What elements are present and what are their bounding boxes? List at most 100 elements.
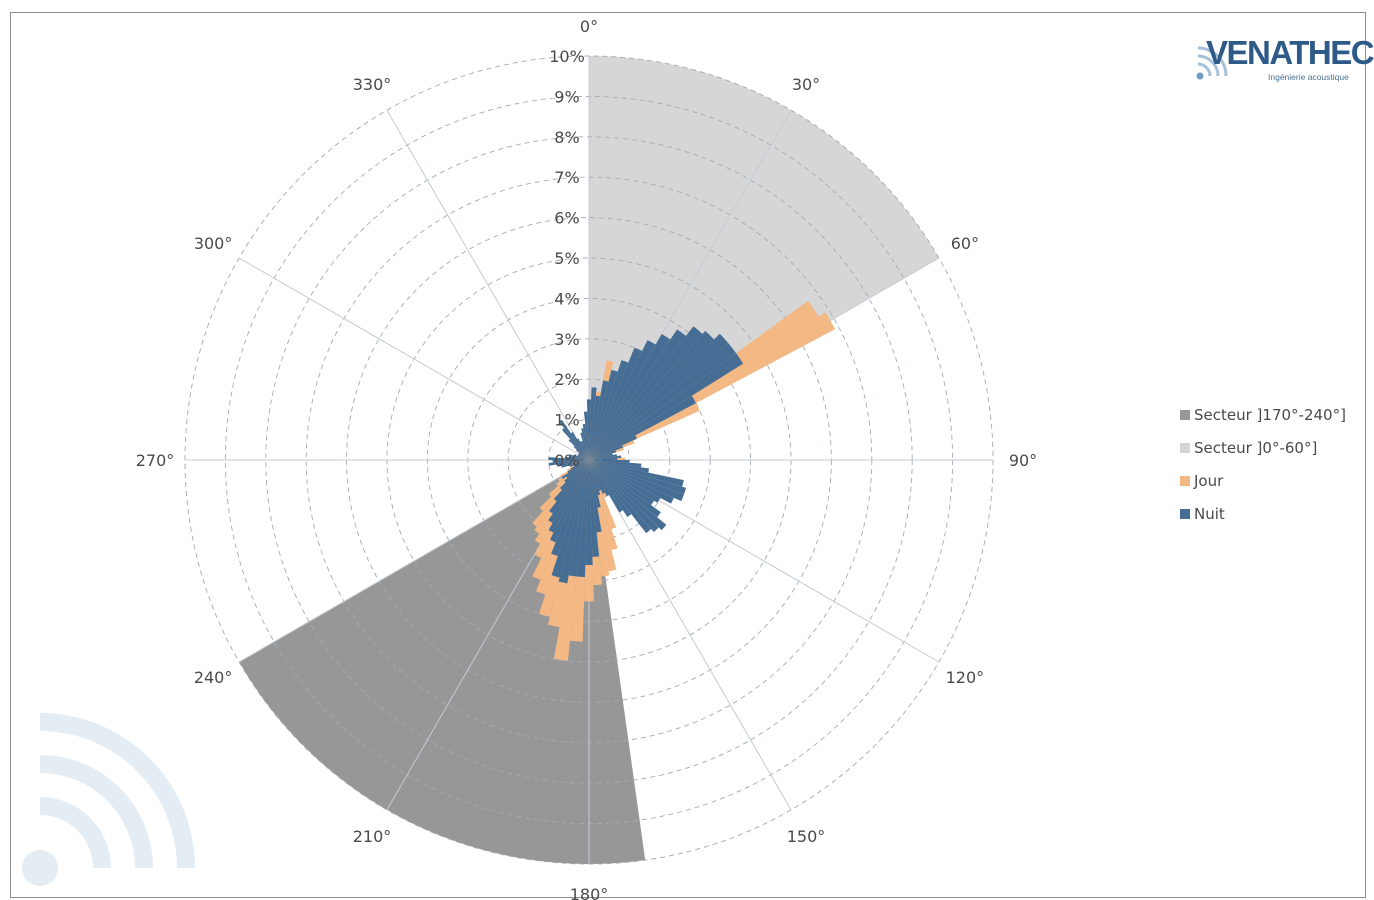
legend-swatch [1180, 409, 1190, 420]
bar-nuit-92 [589, 460, 630, 463]
bar-nuit-344 [580, 432, 589, 460]
bar-nuit-184 [576, 460, 589, 578]
bar-nuit-44 [589, 330, 714, 460]
bar-nuit-88 [589, 458, 618, 460]
bar-nuit-4 [589, 387, 597, 460]
legend-label: Nuit [1194, 504, 1225, 523]
bar-nuit-252 [569, 460, 589, 467]
bar-nuit-48 [589, 333, 729, 460]
bar-nuit-100 [589, 460, 650, 473]
radial-tick-label: 10% [549, 47, 585, 66]
label-layer: 0% 1% 2% 3% 4% 5% 6% 7% 8% 9% 10% 0° 30° 60° 90° 120° 15… [136, 17, 1037, 900]
bar-nuit-96 [589, 460, 642, 468]
bar-nuit-356 [583, 411, 589, 460]
logo-subtitle: Ingénierie acoustique [1268, 72, 1349, 82]
spoke-150 [588, 459, 792, 811]
bar-nuit-84 [589, 455, 622, 460]
bar-nuit-160 [589, 460, 602, 491]
bar-nuit-168 [589, 460, 601, 508]
bar-nuit-140 [589, 460, 652, 534]
bar-nuit-172 [589, 460, 602, 533]
series-layer [532, 300, 836, 661]
bar-nuit-208 [548, 460, 589, 533]
bar-nuit-180 [585, 460, 593, 566]
bar-nuit-148 [589, 460, 623, 513]
bar-nuit-216 [549, 460, 589, 514]
legend-item-nuit: Nuit [1180, 497, 1370, 530]
bar-nuit-72 [589, 450, 617, 460]
bar-nuit-192 [558, 460, 589, 584]
bar-nuit-240 [567, 460, 589, 473]
angle-tick-label: 0° [580, 17, 598, 36]
bar-nuit-36 [589, 329, 686, 460]
bar-nuit-40 [589, 326, 703, 460]
bar-nuit-60 [589, 395, 697, 460]
bar-nuit-104 [589, 460, 684, 487]
bar-nuit-280 [569, 455, 589, 460]
radial-tick-label: 6% [554, 209, 579, 228]
bar-nuit-124 [589, 460, 655, 506]
bar-nuit-268 [552, 460, 589, 463]
bar-nuit-12 [589, 380, 609, 460]
bar-nuit-352 [582, 423, 589, 460]
radial-tick-label: 8% [554, 128, 579, 147]
bar-nuit-32 [589, 334, 671, 460]
bar-nuit-112 [589, 460, 684, 502]
legend: Secteur ]170°-240°] Secteur ]0°-60°] Jou… [1180, 398, 1370, 530]
angle-tick-label: 270° [136, 451, 175, 470]
bar-nuit-204 [550, 460, 589, 543]
angle-tick-label: 120° [946, 668, 985, 687]
spoke-30 [588, 109, 792, 461]
angle-tick-label: 30° [792, 75, 820, 94]
bar-nuit-136 [589, 460, 659, 533]
bar-nuit-248 [573, 460, 589, 467]
bar-nuit-292 [577, 455, 589, 460]
bar-nuit-24 [589, 347, 643, 460]
legend-label: Secteur ]170°-240°] [1194, 405, 1346, 424]
radial-tick-label: 7% [554, 168, 579, 187]
grid-layer [184, 55, 994, 865]
legend-item-secteur-0-60: Secteur ]0°-60°] [1180, 431, 1370, 464]
bar-nuit-328 [570, 432, 589, 460]
radial-tick-label: 1% [554, 411, 579, 430]
bar-nuit-80 [589, 454, 617, 460]
angle-tick-label: 60° [951, 234, 979, 253]
bar-nuit-212 [548, 460, 589, 523]
bar-nuit-132 [589, 460, 667, 531]
bar-nuit-272 [548, 457, 589, 460]
legend-item-secteur-170-240: Secteur ]170°-240°] [1180, 398, 1370, 431]
angle-tick-label: 330° [353, 75, 392, 94]
legend-label: Jour [1194, 471, 1224, 490]
bar-nuit-300 [578, 453, 589, 460]
legend-swatch [1180, 508, 1190, 519]
spoke-240 [238, 459, 590, 663]
bar-nuit-324 [559, 419, 589, 460]
bar-nuit-276 [564, 456, 589, 460]
legend-item-jour: Jour [1180, 464, 1370, 497]
bar-nuit-108 [589, 460, 687, 495]
bar-nuit-232 [566, 460, 589, 479]
bar-nuit-128 [589, 460, 661, 518]
radial-tick-label: 2% [554, 370, 579, 389]
bar-nuit-336 [580, 441, 589, 460]
angle-tick-label: 180° [570, 885, 609, 900]
radial-tick-label: 3% [554, 330, 579, 349]
bar-nuit-256 [561, 460, 589, 468]
bar-nuit-76 [589, 453, 613, 460]
bar-nuit-0 [586, 399, 592, 460]
spoke-300 [238, 257, 590, 461]
angle-tick-label: 210° [353, 827, 392, 846]
radial-tick-label: 9% [554, 87, 579, 106]
bar-nuit-188 [568, 460, 589, 577]
bar-nuit-288 [573, 454, 589, 460]
logo-waves-icon [1196, 46, 1228, 80]
bar-nuit-56 [589, 353, 744, 460]
bar-nuit-332 [576, 438, 589, 460]
bar-nuit-244 [570, 460, 589, 470]
bar-nuit-220 [553, 460, 589, 502]
bar-nuit-348 [581, 428, 589, 460]
bar-nuit-320 [561, 428, 589, 460]
bar-nuit-116 [589, 460, 674, 504]
bar-nuit-284 [569, 454, 589, 460]
